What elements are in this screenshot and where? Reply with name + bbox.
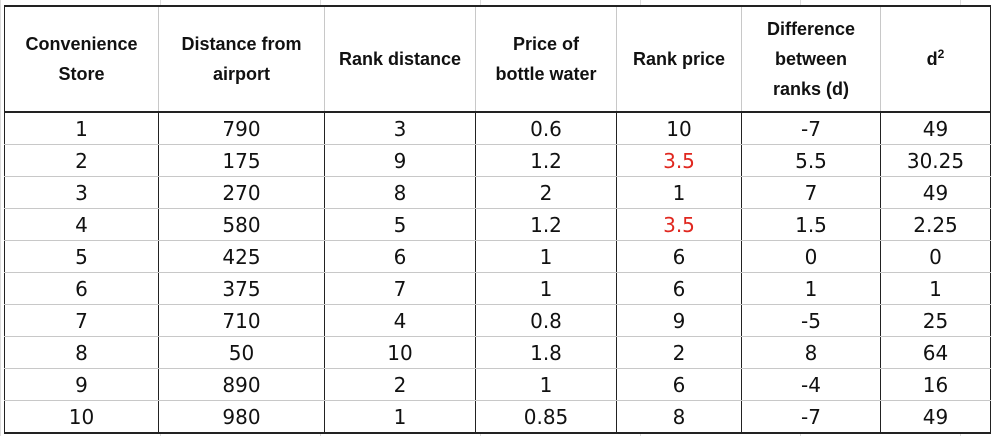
table-cell: 0.85: [475, 400, 617, 434]
table-cell: 580: [158, 208, 325, 241]
table-cell: 425: [158, 240, 325, 273]
table-cell: 175: [158, 144, 325, 177]
table-cell: 7: [324, 272, 476, 305]
table-cell: 1.2: [475, 144, 617, 177]
header-difference-between-ranks: Difference between ranks (d): [741, 5, 881, 113]
rank-correlation-table: Convenience Store Distance from airport Ra…: [4, 5, 991, 434]
header-rank-price: Rank price: [616, 5, 742, 113]
table-cell: 0: [741, 240, 881, 273]
table-cell: 7: [741, 176, 881, 209]
header-price-of-bottle-water: Price of bottle water: [475, 5, 617, 113]
table-cell: 1: [475, 368, 617, 401]
table-row: 8 50 10 1.8 2 8 64: [4, 336, 991, 369]
table-cell: 9: [324, 144, 476, 177]
table-cell: 3: [4, 176, 159, 209]
table-cell: 6: [616, 368, 742, 401]
table-cell: 50: [158, 336, 325, 369]
table-cell: 49: [880, 176, 991, 209]
table-cell: 375: [158, 272, 325, 305]
table-cell: 1: [4, 112, 159, 145]
table-row: 5 425 6 1 6 0 0: [4, 240, 991, 273]
table-cell: 0.8: [475, 304, 617, 337]
table-cell: 1: [741, 272, 881, 305]
table-cell: 1.5: [741, 208, 881, 241]
header-d-squared: d2: [880, 5, 991, 113]
table-cell: -7: [741, 112, 881, 145]
table-cell: 4: [4, 208, 159, 241]
table-cell: 1: [324, 400, 476, 434]
table-cell: 890: [158, 368, 325, 401]
table-cell: 8: [741, 336, 881, 369]
table-cell: 2.25: [880, 208, 991, 241]
table-row: 3 270 8 2 1 7 49: [4, 176, 991, 209]
table-row: 9 890 2 1 6 -4 16: [4, 368, 991, 401]
table-cell: 5.5: [741, 144, 881, 177]
table-cell: 2: [616, 336, 742, 369]
table-cell: 7: [4, 304, 159, 337]
table-cell: 3: [324, 112, 476, 145]
table-cell: 2: [4, 144, 159, 177]
table-cell: 5: [4, 240, 159, 273]
table-cell: 2: [475, 176, 617, 209]
table-cell: 3.5: [616, 208, 742, 241]
table-cell: 0: [880, 240, 991, 273]
table-cell: -7: [741, 400, 881, 434]
table-cell: 16: [880, 368, 991, 401]
table-row: 7 710 4 0.8 9 -5 25: [4, 304, 991, 337]
table-row: 4 580 5 1.2 3.5 1.5 2.25: [4, 208, 991, 241]
table-cell: 980: [158, 400, 325, 434]
table-cell: 49: [880, 400, 991, 434]
table-cell: 3.5: [616, 144, 742, 177]
header-row: Convenience Store Distance from airport Ra…: [4, 5, 991, 113]
table-cell: 1: [475, 240, 617, 273]
table-cell: 64: [880, 336, 991, 369]
table-cell: 10: [616, 112, 742, 145]
table-cell: 1: [880, 272, 991, 305]
table-cell: 1: [616, 176, 742, 209]
table-cell: 6: [4, 272, 159, 305]
header-distance-from-airport: Distance from airport: [158, 5, 325, 113]
table-cell: 9: [616, 304, 742, 337]
table-cell: 4: [324, 304, 476, 337]
table-cell: 5: [324, 208, 476, 241]
table-cell: 6: [616, 240, 742, 273]
table-cell: 10: [324, 336, 476, 369]
table-cell: 0.6: [475, 112, 617, 145]
table-cell: 270: [158, 176, 325, 209]
table-cell: 30.25: [880, 144, 991, 177]
table-cell: 6: [324, 240, 476, 273]
table-cell: -4: [741, 368, 881, 401]
table-cell: 1.8: [475, 336, 617, 369]
table-cell: 1.2: [475, 208, 617, 241]
table-cell: 8: [4, 336, 159, 369]
table-cell: -5: [741, 304, 881, 337]
table-cell: 10: [4, 400, 159, 434]
table-cell: 25: [880, 304, 991, 337]
table-cell: 710: [158, 304, 325, 337]
table-row: 2 175 9 1.2 3.5 5.5 30.25: [4, 144, 991, 177]
table-cell: 1: [475, 272, 617, 305]
table-cell: 8: [324, 176, 476, 209]
table-cell: 6: [616, 272, 742, 305]
table-row: 1 790 3 0.6 10 -7 49: [4, 112, 991, 145]
table-cell: 8: [616, 400, 742, 434]
header-convenience-store: Convenience Store: [4, 5, 159, 113]
table-cell: 49: [880, 112, 991, 145]
table-row: 10 980 1 0.85 8 -7 49: [4, 400, 991, 434]
header-rank-distance: Rank distance: [324, 5, 476, 113]
table-cell: 790: [158, 112, 325, 145]
table-cell: 2: [324, 368, 476, 401]
table-cell: 9: [4, 368, 159, 401]
table-row: 6 375 7 1 6 1 1: [4, 272, 991, 305]
